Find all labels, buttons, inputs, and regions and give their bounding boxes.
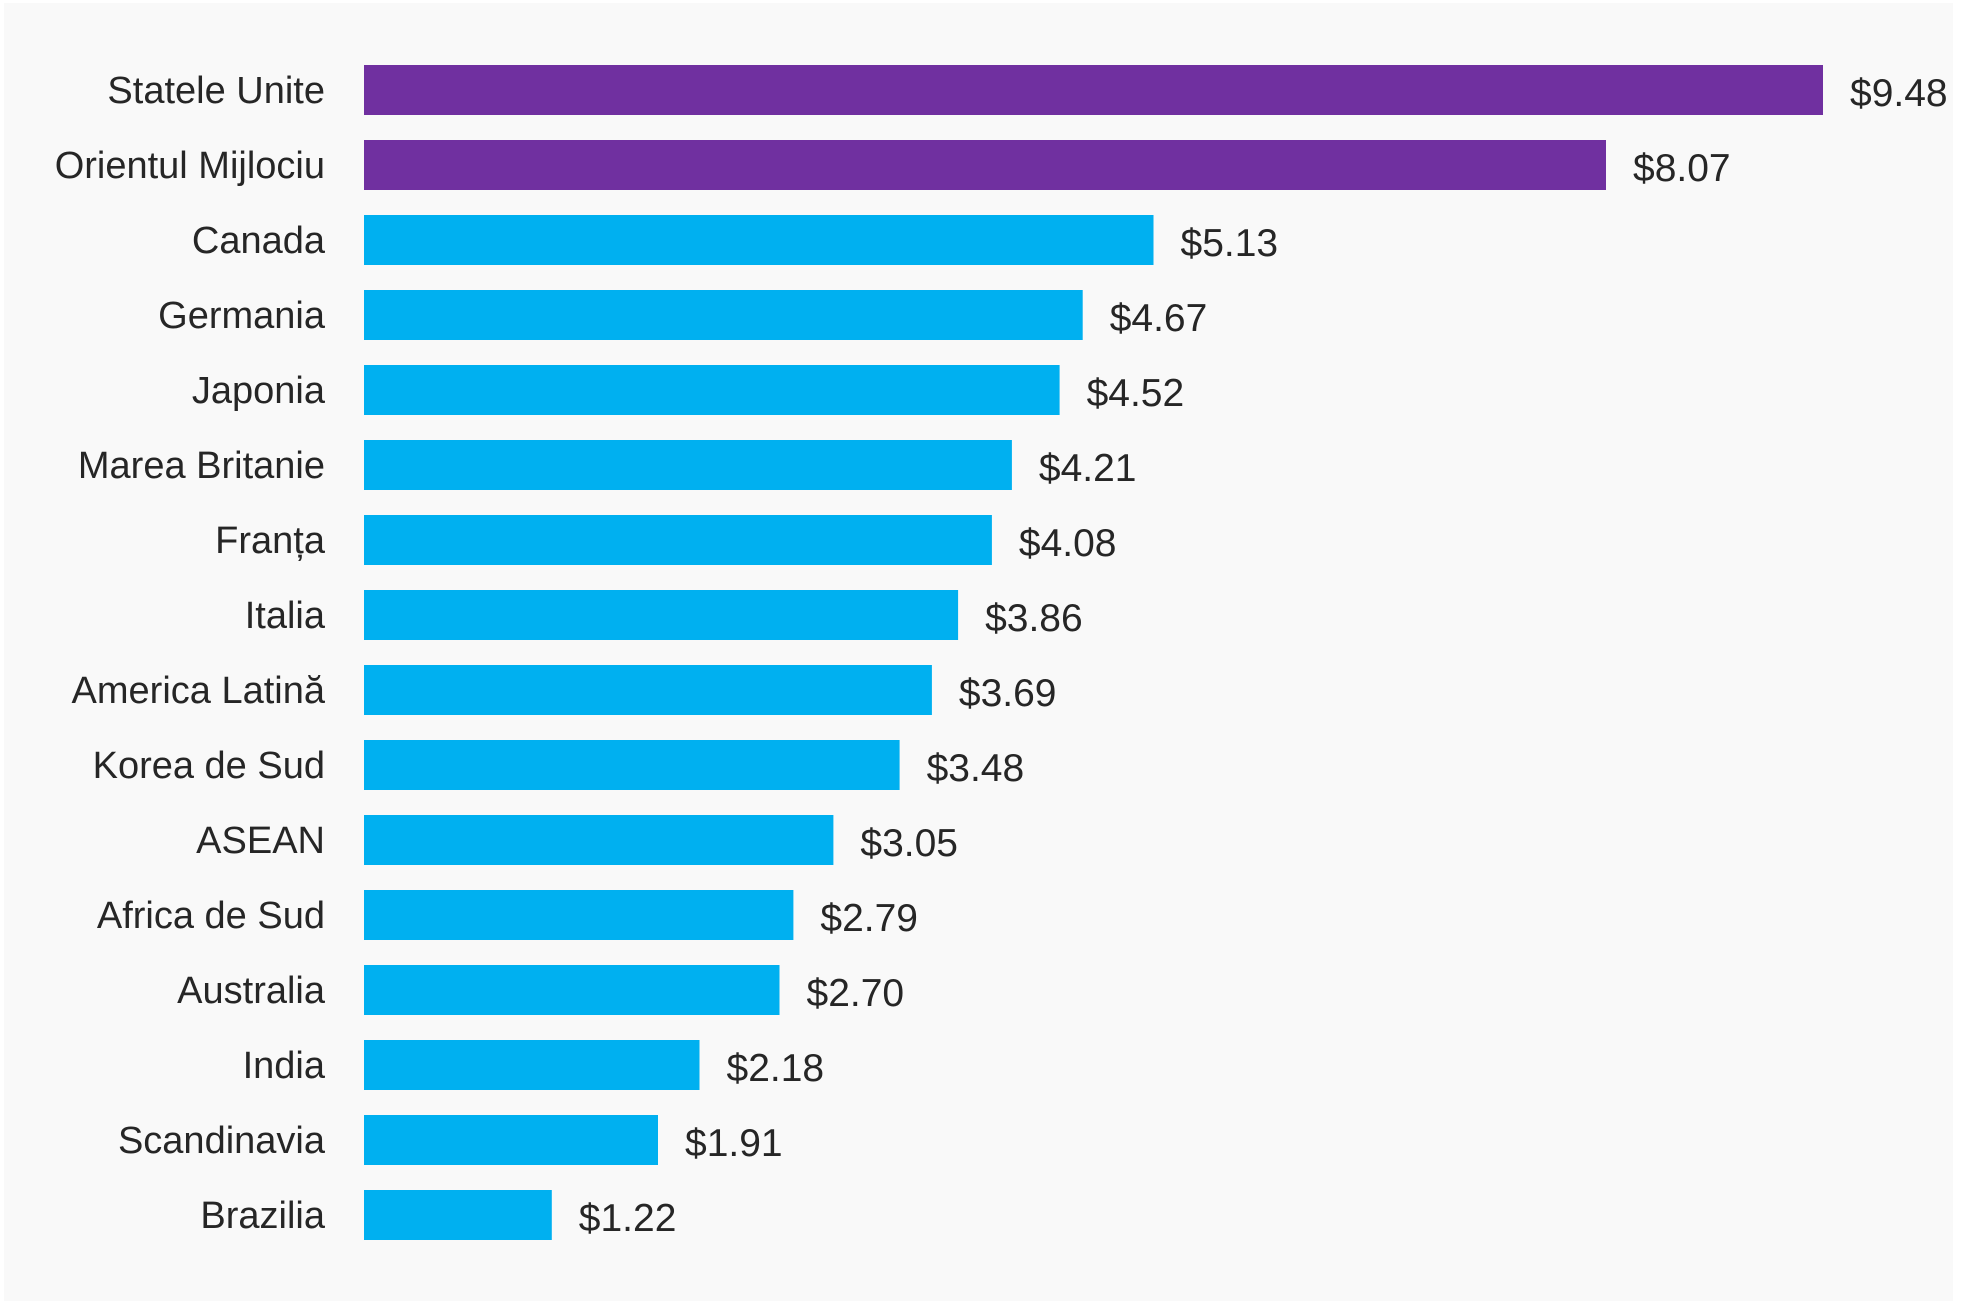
bar-america-latină — [364, 665, 932, 715]
bar-japonia — [364, 365, 1060, 415]
value-label: $1.22 — [579, 1197, 677, 1240]
value-label: $4.67 — [1110, 297, 1208, 340]
bar-statele-unite — [364, 65, 1823, 115]
category-label: Korea de Sud — [93, 745, 325, 787]
bar-india — [364, 1040, 700, 1090]
value-label: $9.48 — [1850, 72, 1948, 115]
bar-australia — [364, 965, 780, 1015]
category-labels: Statele Unite Orientul Mijlociu Canada Germ… — [55, 70, 326, 1237]
category-label: Germania — [158, 295, 326, 337]
category-label: Japonia — [192, 370, 326, 412]
category-label: Marea Britanie — [78, 445, 325, 487]
value-label: $4.08 — [1019, 522, 1117, 565]
category-label: Australia — [177, 970, 326, 1012]
category-label: Africa de Sud — [97, 895, 325, 937]
category-label: Franța — [215, 520, 326, 562]
value-label: $4.52 — [1087, 372, 1185, 415]
category-label: Orientul Mijlociu — [55, 145, 325, 187]
category-label: ASEAN — [196, 820, 325, 862]
category-label: India — [243, 1045, 326, 1087]
bar-scandinavia — [364, 1115, 658, 1165]
bar-italia — [364, 590, 959, 640]
bar-franța — [364, 515, 992, 565]
bar-canada — [364, 215, 1154, 265]
value-label: $2.18 — [727, 1047, 825, 1090]
value-label: $2.79 — [820, 897, 918, 940]
value-label: $3.69 — [959, 672, 1057, 715]
bar-korea-de-sud — [364, 740, 900, 790]
category-label: Canada — [192, 220, 326, 262]
value-label: $3.48 — [927, 747, 1025, 790]
value-label: $4.21 — [1039, 447, 1137, 490]
value-label: $3.05 — [860, 822, 958, 865]
value-label: $5.13 — [1181, 222, 1279, 265]
value-label: $3.86 — [985, 597, 1083, 640]
bars-layer — [364, 65, 1823, 1240]
value-label: $8.07 — [1633, 147, 1731, 190]
value-label: $1.91 — [685, 1122, 783, 1165]
category-label: America Latină — [72, 670, 326, 712]
value-label: $2.70 — [807, 972, 905, 1015]
bar-marea-britanie — [364, 440, 1012, 490]
category-label: Scandinavia — [118, 1120, 326, 1162]
bar-orientul-mijlociu — [364, 140, 1606, 190]
category-label: Brazilia — [200, 1195, 325, 1237]
category-label: Statele Unite — [107, 70, 325, 112]
value-labels: $9.48 $8.07 $5.13 $4.67 $4.52 $4.21 $4.08 $3.86… — [579, 72, 1948, 1240]
category-label: Italia — [245, 595, 326, 637]
bar-germania — [364, 290, 1083, 340]
bar-asean — [364, 815, 834, 865]
bar-brazilia — [364, 1190, 552, 1240]
bar-africa-de-sud — [364, 890, 794, 940]
